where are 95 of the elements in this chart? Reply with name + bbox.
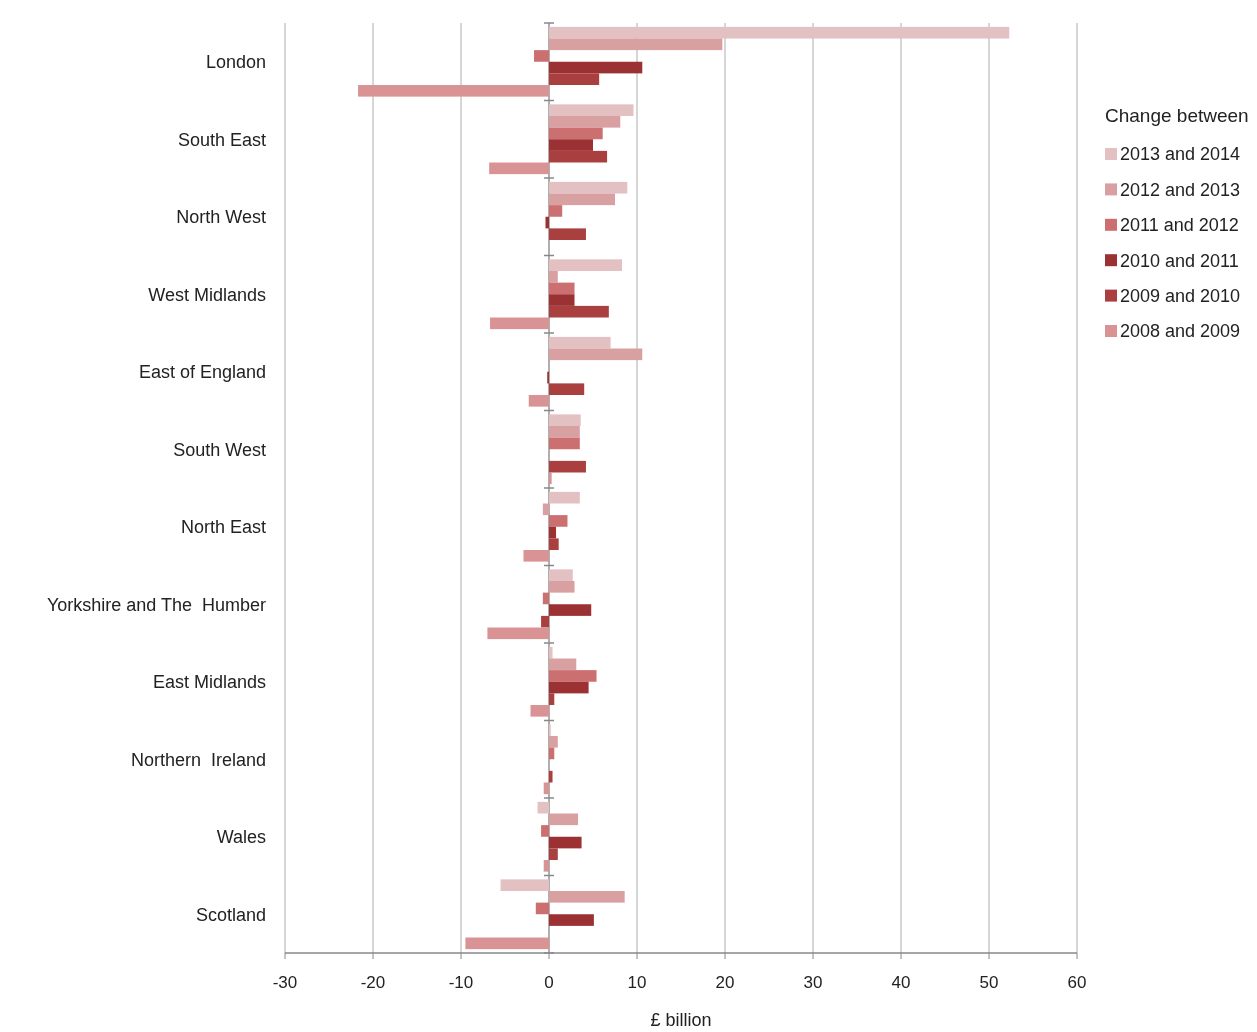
y-tick-label: North East <box>180 517 266 538</box>
bar <box>545 216 549 229</box>
bar <box>358 85 549 97</box>
bar <box>541 615 549 628</box>
x-tick-label: 10 <box>627 973 647 992</box>
x-tick-label: 60 <box>1067 973 1087 992</box>
x-tick-label: 30 <box>803 973 823 992</box>
y-tick-label: West Midlands <box>148 284 266 305</box>
bar <box>549 770 553 783</box>
x-tick-label: 0 <box>544 973 554 992</box>
legend-title: Change between <box>1105 104 1249 126</box>
y-tick-label: Scotland <box>195 904 266 925</box>
legend-label: 2010 and 2011 <box>1120 250 1239 271</box>
bar <box>549 491 580 504</box>
bar <box>549 414 581 426</box>
bar <box>549 228 586 240</box>
bar <box>549 282 575 295</box>
bar <box>549 73 600 85</box>
bar <box>549 515 568 527</box>
bar <box>542 503 549 516</box>
bar <box>549 836 582 849</box>
bar <box>541 825 549 837</box>
legend-label: 2012 and 2013 <box>1120 179 1241 200</box>
bar <box>549 736 558 748</box>
bar <box>549 348 643 361</box>
bar <box>549 681 589 694</box>
bar <box>549 38 723 51</box>
bar <box>549 26 1010 39</box>
bar <box>549 848 558 860</box>
bar <box>549 646 553 659</box>
y-tick-label: Yorkshire and The Humber <box>46 594 266 615</box>
bar <box>549 61 643 74</box>
bar <box>549 813 579 826</box>
bar <box>549 526 557 539</box>
bar <box>549 127 603 140</box>
x-tick-label: -30 <box>272 973 298 992</box>
legend-label: 2008 and 2009 <box>1120 321 1241 342</box>
x-axis-title: £ billion <box>650 1010 712 1030</box>
bar <box>549 747 555 760</box>
bar <box>549 538 559 550</box>
bar <box>528 395 549 407</box>
bar <box>549 670 597 682</box>
y-tick-label: London <box>205 52 266 73</box>
bar <box>549 139 593 151</box>
y-tick-label: East of England <box>138 362 266 383</box>
x-tick-label: -20 <box>360 973 386 992</box>
bar <box>549 205 563 217</box>
bar <box>549 472 552 485</box>
legend-label: 2011 and 2012 <box>1120 215 1239 236</box>
bar <box>549 891 625 903</box>
bar <box>549 116 621 128</box>
bar <box>549 336 611 349</box>
legend-label: 2013 and 2014 <box>1120 144 1241 165</box>
x-tick-label: 20 <box>715 973 735 992</box>
y-tick-label: South East <box>177 129 266 150</box>
bar <box>549 193 615 206</box>
bar <box>530 705 549 717</box>
y-tick-label: Wales <box>216 827 266 848</box>
bar <box>549 581 575 593</box>
y-tick-label: North West <box>176 207 266 228</box>
bar <box>549 150 608 163</box>
x-tick-label: 40 <box>891 973 911 992</box>
bar <box>487 627 549 640</box>
bar <box>549 437 580 450</box>
bar <box>543 782 549 795</box>
bar <box>549 914 594 926</box>
bar <box>549 604 592 616</box>
bar <box>549 259 623 271</box>
x-tick-label: -10 <box>448 973 474 992</box>
bar <box>534 50 549 62</box>
bar <box>535 902 549 915</box>
bar <box>549 693 555 705</box>
bar <box>549 271 558 283</box>
bar <box>542 592 549 605</box>
bar <box>549 383 585 395</box>
bar <box>543 860 549 872</box>
bar <box>549 426 580 438</box>
bar <box>549 569 573 581</box>
bar <box>549 305 609 318</box>
bar <box>549 181 628 194</box>
bar <box>549 104 634 116</box>
y-tick-label: East Midlands <box>152 672 266 693</box>
bar <box>549 658 577 671</box>
bar <box>537 801 549 814</box>
legend-label: 2009 and 2010 <box>1120 285 1241 306</box>
bar <box>465 937 549 950</box>
bar <box>523 550 549 562</box>
x-tick-label: 50 <box>979 973 999 992</box>
y-tick-label: Northern Ireland <box>130 749 266 770</box>
bar <box>549 294 575 306</box>
bar <box>490 317 549 330</box>
y-tick-label: South West <box>173 439 266 460</box>
bar <box>549 460 586 473</box>
bar <box>489 162 549 175</box>
bar <box>500 879 549 891</box>
